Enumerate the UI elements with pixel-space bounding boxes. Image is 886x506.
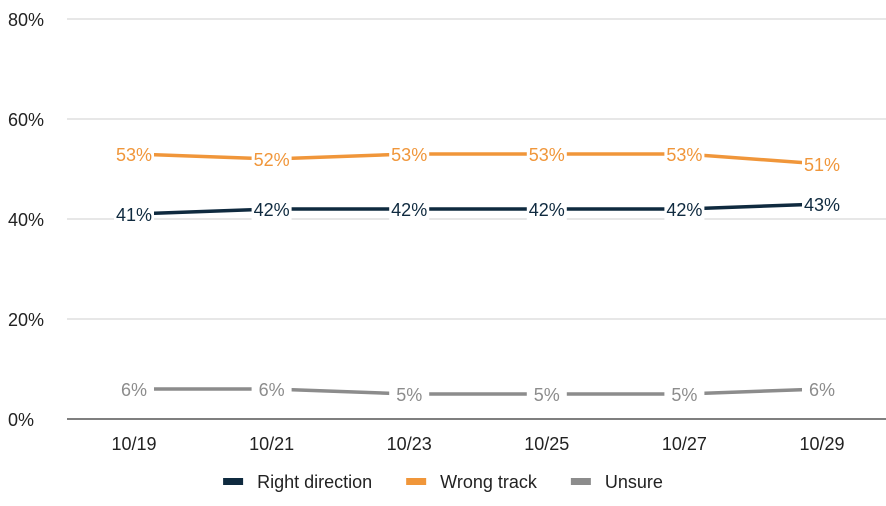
data-label: 43% (804, 195, 840, 215)
y-tick-label: 0% (8, 410, 34, 430)
legend: Right direction Wrong track Unsure (223, 472, 663, 492)
data-label: 53% (666, 145, 702, 165)
legend-label: Unsure (605, 472, 663, 492)
legend-item-wrong-track: Wrong track (406, 472, 538, 492)
data-label: 52% (254, 150, 290, 170)
gridlines (67, 18, 886, 420)
legend-item-unsure: Unsure (570, 472, 663, 492)
legend-swatch (406, 478, 427, 485)
data-label-background (251, 198, 292, 220)
data-label-background (802, 153, 842, 175)
data-label-background (526, 143, 567, 165)
x-tick-label: 10/19 (111, 434, 156, 454)
x-axis: 10/19 10/21 10/23 10/25 10/27 10/29 (111, 434, 844, 454)
data-label-background (664, 198, 705, 220)
data-label: 5% (396, 385, 422, 405)
data-label: 53% (391, 145, 427, 165)
data-label: 42% (666, 200, 702, 220)
y-axis: 0% 20% 40% 60% 80% (8, 10, 44, 430)
data-label-background (802, 193, 842, 215)
legend-swatch (570, 478, 591, 485)
x-tick-label: 10/21 (249, 434, 294, 454)
data-label: 6% (259, 380, 285, 400)
data-label-background (389, 198, 430, 220)
data-label: 53% (116, 145, 152, 165)
data-label-background (802, 378, 842, 400)
data-label-background (251, 148, 292, 170)
legend-label: Right direction (257, 472, 372, 492)
x-tick-label: 10/27 (662, 434, 707, 454)
data-label: 51% (804, 155, 840, 175)
data-label-background (114, 378, 154, 400)
legend-item-right-direction: Right direction (223, 472, 372, 492)
data-label: 53% (529, 145, 565, 165)
data-labels: 41% 42% 42% 42% 42% 43% 53% 52% 53% 53% 53% 51% 6% 6%… (114, 143, 842, 405)
data-label-background (114, 203, 154, 225)
y-tick-label: 80% (8, 10, 44, 30)
data-label: 6% (121, 380, 147, 400)
series-line-unsure (132, 387, 824, 396)
data-label-background (389, 383, 430, 405)
data-label-background (526, 383, 567, 405)
y-tick-label: 60% (8, 110, 44, 130)
data-label: 42% (254, 200, 290, 220)
data-label-background (664, 383, 705, 405)
data-label-background (389, 143, 430, 165)
x-tick-label: 10/25 (524, 434, 569, 454)
x-tick-label: 10/23 (387, 434, 432, 454)
series-line-wrong-track (132, 152, 824, 166)
series-lines (132, 152, 824, 396)
data-label: 42% (391, 200, 427, 220)
data-label-background (526, 198, 567, 220)
data-label: 5% (534, 385, 560, 405)
series-line-right-direction (132, 202, 824, 216)
legend-label: Wrong track (440, 472, 538, 492)
legend-swatch (223, 478, 244, 485)
data-label: 42% (529, 200, 565, 220)
data-label: 6% (809, 380, 835, 400)
data-label-background (251, 378, 292, 400)
data-label: 41% (116, 205, 152, 225)
y-tick-label: 40% (8, 210, 44, 230)
x-tick-label: 10/29 (799, 434, 844, 454)
data-label: 5% (671, 385, 697, 405)
data-label-background (664, 143, 705, 165)
y-tick-label: 20% (8, 310, 44, 330)
data-label-background (114, 143, 154, 165)
